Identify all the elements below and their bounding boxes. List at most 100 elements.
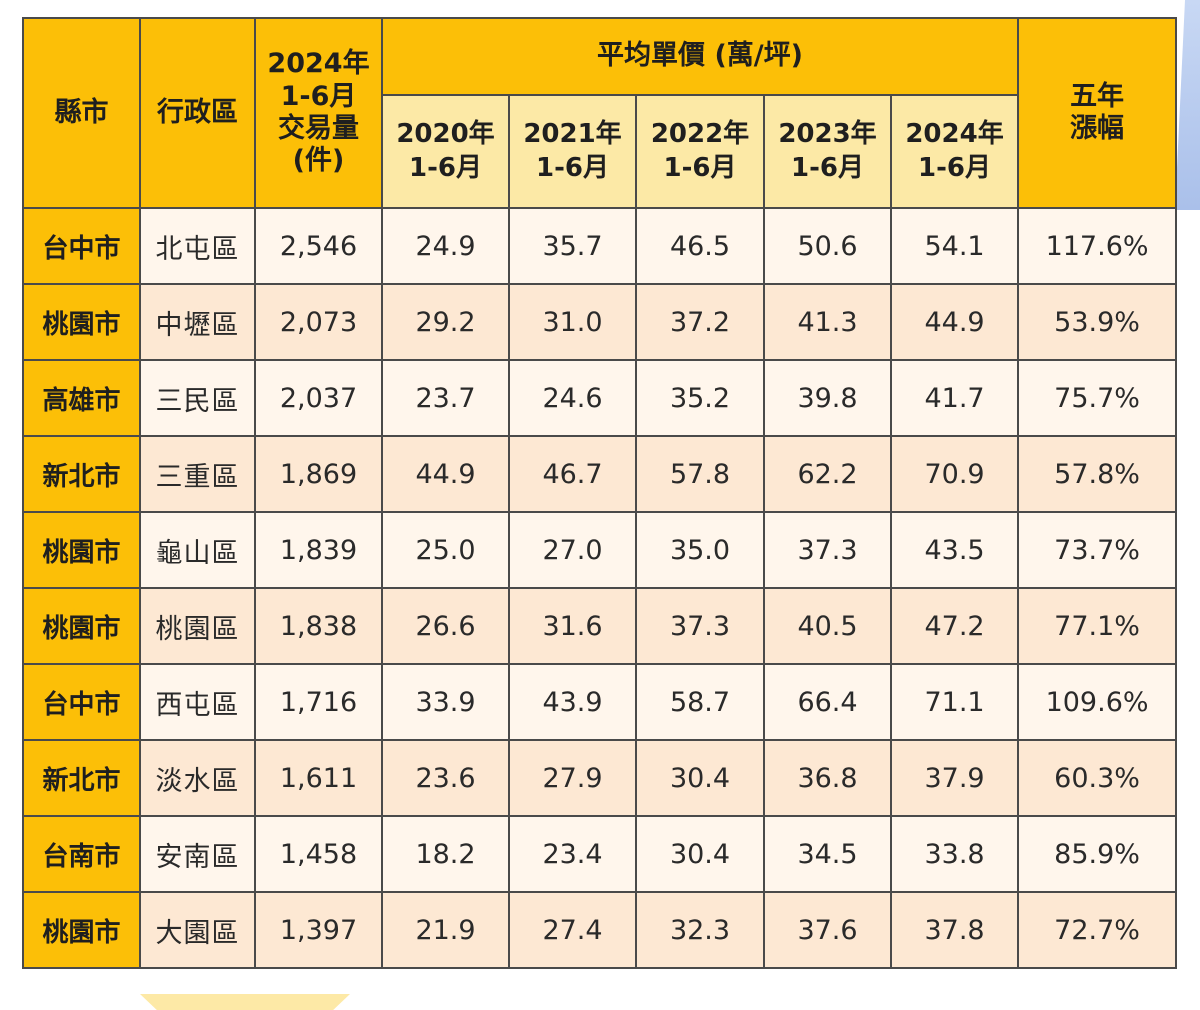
cell-price-2024: 37.8	[889, 891, 1020, 969]
cell-price-2020: 25.0	[381, 511, 510, 589]
cell-price-2022: 58.7	[635, 663, 765, 741]
table-header: 縣市 行政區 2024年 1-6月 交易量 (件) 平均單價 (萬/坪) 五年 …	[22, 17, 1178, 209]
cell-price-2022: 30.4	[635, 815, 765, 893]
cell-price-2022: 32.3	[635, 891, 765, 969]
cell-county: 台南市	[22, 815, 141, 893]
decorative-blue-shape	[1175, 0, 1200, 210]
cell-county: 新北市	[22, 435, 141, 513]
cell-price-2020: 44.9	[381, 435, 510, 513]
cell-price-2022: 57.8	[635, 435, 765, 513]
cell-price-2023: 62.2	[763, 435, 892, 513]
header-county: 縣市	[22, 17, 141, 209]
header-volume: 2024年 1-6月 交易量 (件)	[254, 17, 383, 209]
header-district: 行政區	[139, 17, 256, 209]
cell-volume: 2,073	[254, 283, 383, 361]
cell-price-2024: 44.9	[889, 283, 1020, 361]
cell-price-2020: 24.9	[381, 207, 510, 285]
cell-county: 高雄市	[22, 359, 141, 437]
cell-price-2021: 35.7	[508, 207, 637, 285]
cell-price-2020: 23.7	[381, 359, 510, 437]
cell-price-2020: 33.9	[381, 663, 510, 741]
cell-county: 桃園市	[22, 891, 141, 969]
header-year-2022: 2022年 1-6月	[635, 94, 765, 209]
cell-price-2021: 27.9	[508, 739, 637, 817]
cell-growth: 109.6%	[1017, 663, 1178, 741]
table-row: 桃園市 大園區 1,397 21.9 27.4 32.3 37.6 37.8 72.7%	[22, 891, 1178, 969]
cell-price-2024: 47.2	[889, 587, 1020, 665]
table-row: 桃園市 中壢區 2,073 29.2 31.0 37.2 41.3 44.9 53.9%	[22, 283, 1178, 361]
cell-district: 桃園區	[139, 587, 256, 665]
cell-growth: 75.7%	[1017, 359, 1178, 437]
table-row: 高雄市 三民區 2,037 23.7 24.6 35.2 39.8 41.7 75.7%	[22, 359, 1178, 437]
cell-growth: 60.3%	[1017, 739, 1178, 817]
cell-price-2021: 23.4	[508, 815, 637, 893]
cell-district: 西屯區	[139, 663, 256, 741]
cell-volume: 1,611	[254, 739, 383, 817]
cell-price-2022: 37.2	[635, 283, 765, 361]
cell-price-2024: 54.1	[889, 207, 1020, 285]
cell-district: 大園區	[139, 891, 256, 969]
cell-price-2020: 23.6	[381, 739, 510, 817]
cell-price-2023: 66.4	[763, 663, 892, 741]
header-five-year-growth: 五年 漲幅	[1017, 17, 1178, 209]
cell-price-2021: 43.9	[508, 663, 637, 741]
cell-price-2022: 46.5	[635, 207, 765, 285]
cell-price-2023: 37.6	[763, 891, 892, 969]
table-row: 新北市 三重區 1,869 44.9 46.7 57.8 62.2 70.9 57.8%	[22, 435, 1178, 513]
header-year-2020: 2020年 1-6月	[381, 94, 510, 209]
cell-volume: 2,546	[254, 207, 383, 285]
cell-volume: 1,458	[254, 815, 383, 893]
cell-price-2022: 37.3	[635, 587, 765, 665]
cell-district: 中壢區	[139, 283, 256, 361]
header-year-2021: 2021年 1-6月	[508, 94, 637, 209]
table-body: 台中市 北屯區 2,546 24.9 35.7 46.5 50.6 54.1 117.6% 桃園市…	[22, 207, 1178, 969]
table-row: 桃園市 龜山區 1,839 25.0 27.0 35.0 37.3 43.5 73.7%	[22, 511, 1178, 589]
cell-price-2022: 30.4	[635, 739, 765, 817]
cell-volume: 2,037	[254, 359, 383, 437]
cell-volume: 1,838	[254, 587, 383, 665]
cell-county: 桃園市	[22, 511, 141, 589]
cell-district: 三民區	[139, 359, 256, 437]
cell-price-2022: 35.2	[635, 359, 765, 437]
cell-price-2023: 34.5	[763, 815, 892, 893]
cell-price-2024: 71.1	[889, 663, 1020, 741]
cell-volume: 1,397	[254, 891, 383, 969]
cell-growth: 53.9%	[1017, 283, 1178, 361]
cell-price-2022: 35.0	[635, 511, 765, 589]
cell-price-2021: 46.7	[508, 435, 637, 513]
cell-price-2024: 33.8	[889, 815, 1020, 893]
cell-growth: 73.7%	[1017, 511, 1178, 589]
table-row: 桃園市 桃園區 1,838 26.6 31.6 37.3 40.5 47.2 77.1%	[22, 587, 1178, 665]
cell-price-2020: 29.2	[381, 283, 510, 361]
header-year-2024: 2024年 1-6月	[889, 94, 1020, 209]
header-year-2023: 2023年 1-6月	[763, 94, 892, 209]
cell-county: 台中市	[22, 663, 141, 741]
cell-county: 台中市	[22, 207, 141, 285]
table-row: 台中市 北屯區 2,546 24.9 35.7 46.5 50.6 54.1 117.6%	[22, 207, 1178, 285]
cell-price-2023: 40.5	[763, 587, 892, 665]
cell-county: 新北市	[22, 739, 141, 817]
cell-price-2020: 26.6	[381, 587, 510, 665]
cell-price-2023: 37.3	[763, 511, 892, 589]
cell-district: 三重區	[139, 435, 256, 513]
cell-price-2024: 41.7	[889, 359, 1020, 437]
cell-price-2021: 27.4	[508, 891, 637, 969]
cell-price-2023: 36.8	[763, 739, 892, 817]
cell-growth: 85.9%	[1017, 815, 1178, 893]
cell-county: 桃園市	[22, 587, 141, 665]
cell-growth: 117.6%	[1017, 207, 1178, 285]
cell-price-2020: 21.9	[381, 891, 510, 969]
cell-volume: 1,716	[254, 663, 383, 741]
cell-price-2021: 31.0	[508, 283, 637, 361]
cell-price-2021: 27.0	[508, 511, 637, 589]
cell-district: 淡水區	[139, 739, 256, 817]
header-avg-price-group: 平均單價 (萬/坪)	[380, 17, 1020, 96]
cell-district: 安南區	[139, 815, 256, 893]
cell-growth: 77.1%	[1017, 587, 1178, 665]
cell-price-2023: 41.3	[763, 283, 892, 361]
table-row: 台南市 安南區 1,458 18.2 23.4 30.4 34.5 33.8 85.9%	[22, 815, 1178, 893]
cell-district: 龜山區	[139, 511, 256, 589]
table-row: 新北市 淡水區 1,611 23.6 27.9 30.4 36.8 37.9 60.3%	[22, 739, 1178, 817]
cell-price-2020: 18.2	[381, 815, 510, 893]
